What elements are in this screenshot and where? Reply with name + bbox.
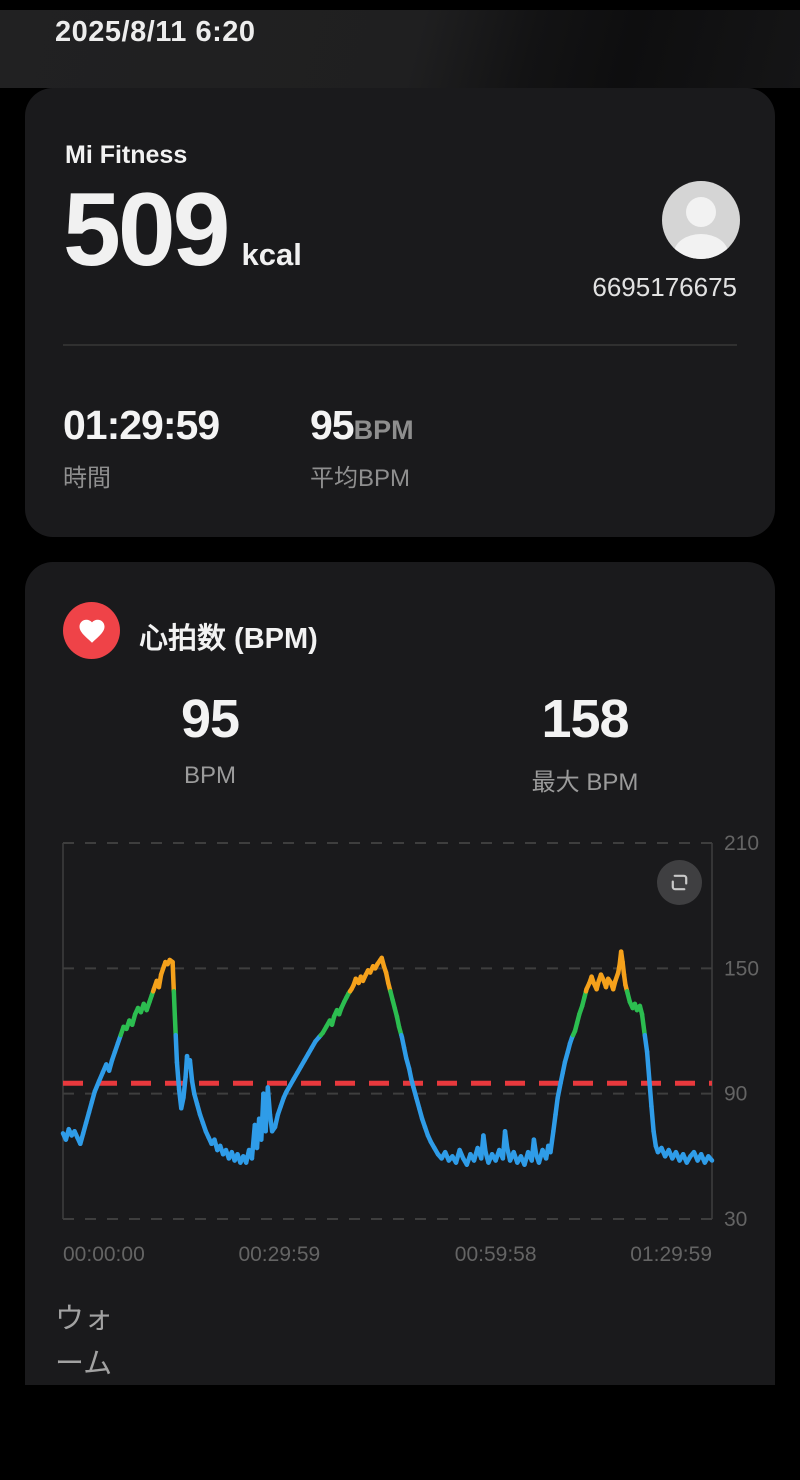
avg-bpm-unit: BPM: [353, 415, 414, 445]
expand-icon: [671, 874, 688, 891]
header-background: [0, 0, 800, 88]
svg-text:30: 30: [724, 1208, 747, 1231]
svg-text:00:59:58: 00:59:58: [455, 1243, 537, 1266]
svg-text:00:00:00: 00:00:00: [63, 1243, 145, 1266]
heart-rate-chart[interactable]: 30 90 150 210 00:00:00 00:29:59 00:59:58 01:29:…: [25, 562, 775, 1312]
workout-datetime: 2025/8/11 6:20: [55, 16, 256, 48]
hr-avg-value: 95: [180, 689, 240, 749]
expand-chart-button[interactable]: [657, 860, 702, 905]
user-id: 6695176675: [592, 272, 737, 302]
avg-bpm-value: 95: [310, 402, 355, 448]
svg-text:150: 150: [724, 957, 759, 980]
svg-text:01:29:59: 01:29:59: [630, 1243, 712, 1266]
summary-card: Mi Fitness 509 kcal 6695176675 01:29:59 …: [25, 88, 775, 537]
divider: [63, 344, 737, 346]
svg-text:90: 90: [724, 1083, 747, 1106]
heart-rate-card: 心拍数 (BPM) 95 BPM 158 最大 BPM 30 90 150 210 00…: [25, 562, 775, 1385]
stat-average-bpm: 95BPM 平均BPM: [310, 402, 414, 493]
heart-icon: [79, 619, 104, 643]
svg-text:210: 210: [724, 832, 759, 855]
person-icon: [674, 197, 728, 259]
avatar: [662, 181, 740, 259]
heart-badge: [63, 602, 120, 659]
duration-value: 01:29:59: [63, 402, 220, 448]
stat-duration: 01:29:59 時間: [63, 402, 220, 493]
calories-value: 509: [63, 172, 231, 288]
hr-avg-label: BPM: [183, 762, 236, 789]
bottom-letterbox: [0, 1385, 800, 1480]
hr-max-label: 最大 BPM: [531, 769, 639, 796]
hr-max-value: 158: [541, 689, 629, 749]
hr-stat-average: 95 BPM: [110, 688, 310, 790]
status-bar-strip: [0, 0, 800, 10]
duration-label: 時間: [63, 465, 111, 492]
avg-bpm-label: 平均BPM: [310, 465, 411, 492]
heart-rate-title: 心拍数 (BPM): [139, 623, 318, 655]
segment-label-truncated: ウォーム: [55, 1303, 114, 1380]
calories-row: 509 kcal: [63, 172, 302, 288]
calories-unit: kcal: [241, 237, 302, 272]
hr-stat-max: 158 最大 BPM: [485, 688, 685, 797]
app-name: Mi Fitness: [65, 141, 188, 169]
svg-text:00:29:59: 00:29:59: [238, 1243, 320, 1266]
